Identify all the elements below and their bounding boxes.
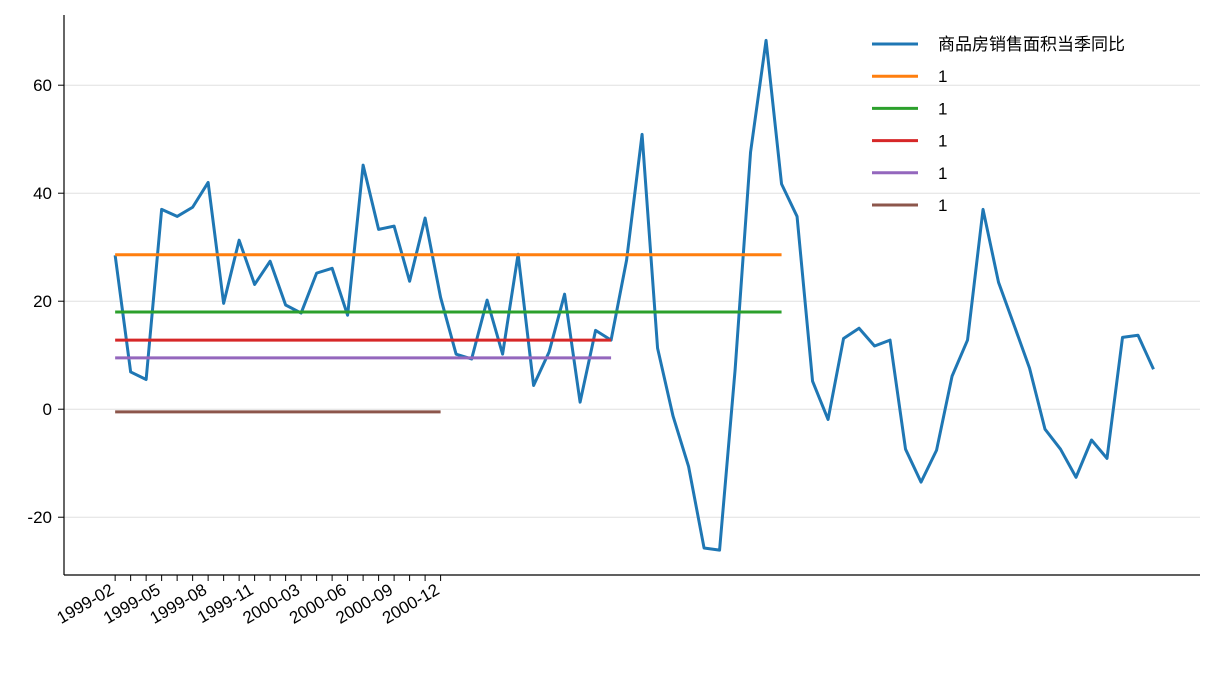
series-line	[113, 38, 1155, 552]
legend-label: 1	[938, 99, 947, 118]
legend-label: 1	[938, 67, 947, 86]
y-tick-label: 40	[33, 184, 52, 203]
y-tick-label: 0	[43, 400, 52, 419]
legend-label: 1	[938, 132, 947, 151]
y-tick-label: 60	[33, 76, 52, 95]
legend-label: 商品房销售面积当季同比	[938, 35, 1125, 54]
y-tick-label: -20	[27, 508, 52, 527]
y-tick-label: 20	[33, 292, 52, 311]
legend-label: 1	[938, 164, 947, 183]
legend-label: 1	[938, 196, 947, 215]
